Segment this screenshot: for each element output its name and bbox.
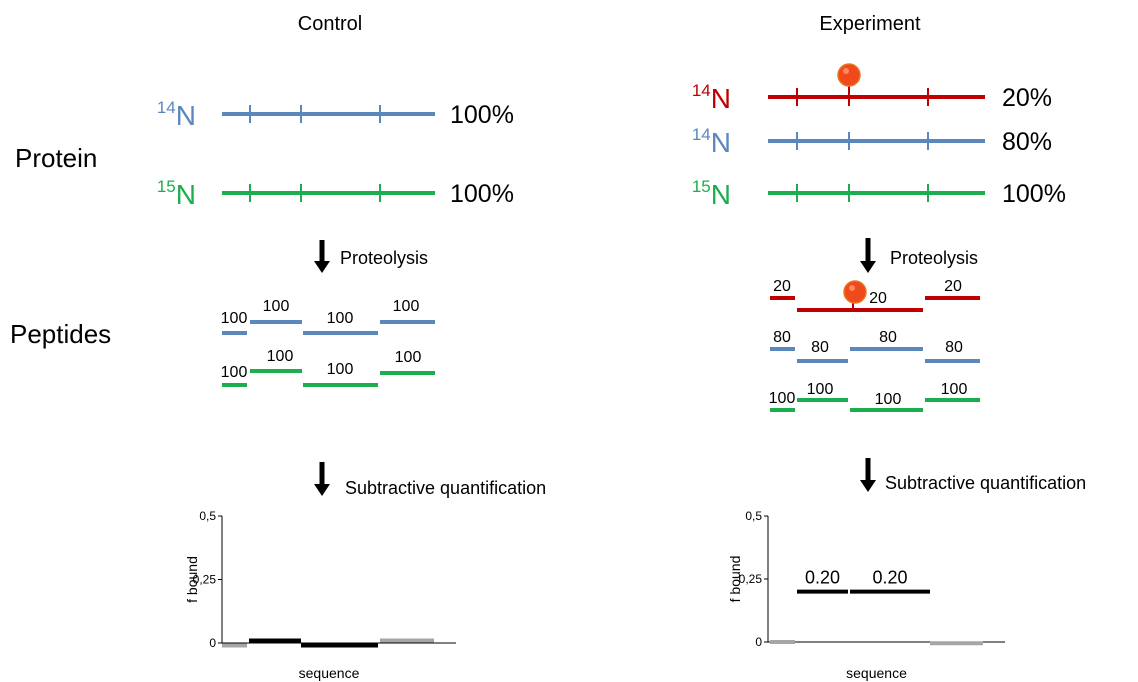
arrow-head: [860, 261, 876, 273]
isotope-mass: 14: [692, 125, 711, 144]
isotope-element: N: [176, 179, 196, 210]
peptide-label: 100: [807, 381, 834, 398]
arrow-head: [860, 480, 876, 492]
peptide-label: 100: [327, 310, 354, 327]
peptide-label: 100: [221, 364, 248, 381]
peptide-label: 100: [395, 349, 422, 366]
step-label: Proteolysis: [340, 248, 428, 268]
y-tick-label: 0,5: [745, 509, 762, 523]
peptide-label: 100: [769, 390, 796, 407]
peptide-label: 20: [773, 278, 791, 295]
peptide-label: 80: [811, 339, 829, 356]
panel-title: Experiment: [819, 13, 921, 35]
step-label: Proteolysis: [890, 248, 978, 268]
arrow-head: [314, 484, 330, 496]
peptide-label: 100: [941, 381, 968, 398]
percent: 100%: [1002, 180, 1066, 208]
peptide-label: 80: [879, 329, 897, 346]
bar-value-label: 0.20: [872, 568, 907, 588]
y-tick-label: 0: [755, 635, 762, 649]
y-tick-label: 0: [209, 636, 216, 650]
isotope-label: 14N: [692, 81, 731, 114]
percent: 100%: [450, 101, 514, 129]
peptide-label: 100: [393, 298, 420, 315]
peptide-label: 20: [869, 290, 887, 307]
isotope-label: 14N: [692, 125, 731, 158]
y-axis-label: f bound: [727, 556, 743, 603]
peptide-label: 100: [875, 391, 902, 408]
isotope-element: N: [176, 100, 196, 131]
isotope-element: N: [711, 127, 731, 158]
panel-title: Control: [298, 13, 362, 35]
peptide-label: 100: [221, 310, 248, 327]
peptide-label: 100: [327, 361, 354, 378]
isotope-label: 14N: [157, 98, 196, 131]
phospho-dot: [843, 280, 867, 304]
row-label: Peptides: [10, 319, 111, 349]
dot-shine: [849, 285, 855, 291]
x-axis-label: sequence: [846, 665, 907, 681]
row-label: Protein: [15, 143, 97, 173]
percent: 20%: [1002, 84, 1052, 112]
peptide-label: 100: [267, 348, 294, 365]
y-tick-label: 0,25: [739, 572, 763, 586]
y-tick-label: 0,5: [199, 509, 216, 523]
percent: 100%: [450, 180, 514, 208]
y-tick-label: 0,25: [193, 573, 217, 587]
step-label: Subtractive quantification: [885, 473, 1086, 493]
dot-shine: [843, 68, 849, 74]
x-axis-label: sequence: [299, 665, 360, 681]
isotope-mass: 15: [157, 177, 176, 196]
isotope-label: 15N: [692, 177, 731, 210]
isotope-label: 15N: [157, 177, 196, 210]
isotope-mass: 14: [692, 81, 711, 100]
step-label: Subtractive quantification: [345, 478, 546, 498]
phospho-dot: [837, 63, 861, 87]
percent: 80%: [1002, 128, 1052, 156]
bar-value-label: 0.20: [805, 568, 840, 588]
peptide-label: 80: [945, 339, 963, 356]
arrow-head: [314, 261, 330, 273]
peptide-label: 80: [773, 329, 791, 346]
isotope-mass: 14: [157, 98, 176, 117]
y-axis-label: f bound: [184, 556, 200, 603]
isotope-mass: 15: [692, 177, 711, 196]
peptide-label: 20: [944, 278, 962, 295]
peptide-label: 100: [263, 298, 290, 315]
isotope-element: N: [711, 179, 731, 210]
isotope-element: N: [711, 83, 731, 114]
